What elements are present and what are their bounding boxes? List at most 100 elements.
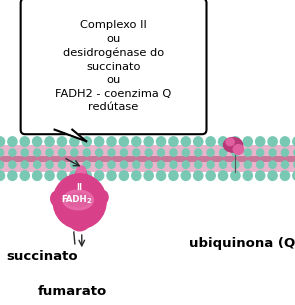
Circle shape [218, 136, 228, 147]
Circle shape [242, 170, 253, 181]
Circle shape [45, 160, 54, 169]
Circle shape [181, 170, 191, 181]
Circle shape [94, 170, 104, 181]
Circle shape [58, 148, 66, 157]
Circle shape [95, 160, 103, 169]
Circle shape [44, 136, 55, 147]
Circle shape [70, 160, 78, 169]
Circle shape [120, 148, 128, 157]
Circle shape [281, 148, 289, 157]
Circle shape [32, 170, 42, 181]
Circle shape [81, 136, 92, 147]
Circle shape [83, 160, 91, 169]
Circle shape [33, 148, 41, 157]
Ellipse shape [75, 168, 87, 186]
Polygon shape [55, 130, 86, 141]
Circle shape [255, 170, 266, 181]
Ellipse shape [76, 166, 86, 176]
Circle shape [0, 148, 4, 157]
Ellipse shape [224, 138, 243, 152]
Circle shape [44, 170, 55, 181]
Text: succinato: succinato [6, 250, 78, 263]
Circle shape [143, 170, 154, 181]
Circle shape [57, 136, 67, 147]
Circle shape [268, 160, 277, 169]
Circle shape [219, 148, 227, 157]
Circle shape [0, 160, 4, 169]
Circle shape [69, 136, 80, 147]
Circle shape [194, 160, 202, 169]
Circle shape [32, 136, 42, 147]
Circle shape [106, 170, 117, 181]
Circle shape [267, 136, 278, 147]
Circle shape [131, 136, 142, 147]
Circle shape [293, 148, 295, 157]
Circle shape [106, 136, 117, 147]
FancyBboxPatch shape [21, 0, 206, 134]
Ellipse shape [66, 193, 90, 207]
Circle shape [8, 160, 17, 169]
Circle shape [194, 148, 202, 157]
Circle shape [169, 160, 178, 169]
Circle shape [230, 170, 241, 181]
Circle shape [157, 148, 165, 157]
Circle shape [57, 170, 67, 181]
Circle shape [119, 170, 129, 181]
Circle shape [21, 148, 29, 157]
Circle shape [256, 148, 264, 157]
Text: 2: 2 [86, 198, 91, 204]
Circle shape [193, 170, 204, 181]
Circle shape [244, 160, 252, 169]
Circle shape [7, 170, 18, 181]
Text: FADH: FADH [62, 195, 87, 204]
Circle shape [81, 170, 92, 181]
Circle shape [206, 148, 215, 157]
Circle shape [0, 136, 5, 147]
Circle shape [145, 160, 153, 169]
Circle shape [293, 160, 295, 169]
Text: II: II [77, 182, 83, 192]
Circle shape [193, 136, 204, 147]
Bar [0, 156, 295, 162]
Circle shape [281, 160, 289, 169]
Circle shape [69, 170, 80, 181]
Circle shape [219, 160, 227, 169]
Circle shape [156, 136, 166, 147]
Circle shape [58, 160, 66, 169]
Circle shape [8, 148, 17, 157]
Circle shape [70, 148, 78, 157]
Circle shape [267, 170, 278, 181]
Circle shape [280, 136, 290, 147]
Circle shape [244, 148, 252, 157]
Circle shape [205, 136, 216, 147]
Circle shape [0, 170, 5, 181]
Circle shape [292, 136, 295, 147]
Circle shape [132, 160, 140, 169]
Circle shape [145, 148, 153, 157]
Circle shape [255, 136, 266, 147]
Text: ubiquinona (Q): ubiquinona (Q) [189, 238, 295, 250]
Circle shape [231, 148, 240, 157]
Circle shape [119, 136, 129, 147]
Circle shape [231, 160, 240, 169]
Circle shape [182, 148, 190, 157]
Ellipse shape [233, 145, 244, 154]
Circle shape [292, 170, 295, 181]
Circle shape [156, 170, 166, 181]
Circle shape [19, 170, 30, 181]
Text: fumarato: fumarato [38, 285, 107, 298]
Circle shape [7, 136, 18, 147]
Circle shape [268, 148, 277, 157]
Circle shape [280, 170, 290, 181]
Ellipse shape [98, 191, 108, 204]
Circle shape [230, 136, 241, 147]
Circle shape [143, 136, 154, 147]
Ellipse shape [226, 138, 234, 145]
Circle shape [53, 174, 106, 229]
Circle shape [45, 148, 54, 157]
Circle shape [95, 148, 103, 157]
Circle shape [218, 170, 228, 181]
Circle shape [169, 148, 178, 157]
Bar [0, 145, 295, 172]
Circle shape [168, 170, 179, 181]
